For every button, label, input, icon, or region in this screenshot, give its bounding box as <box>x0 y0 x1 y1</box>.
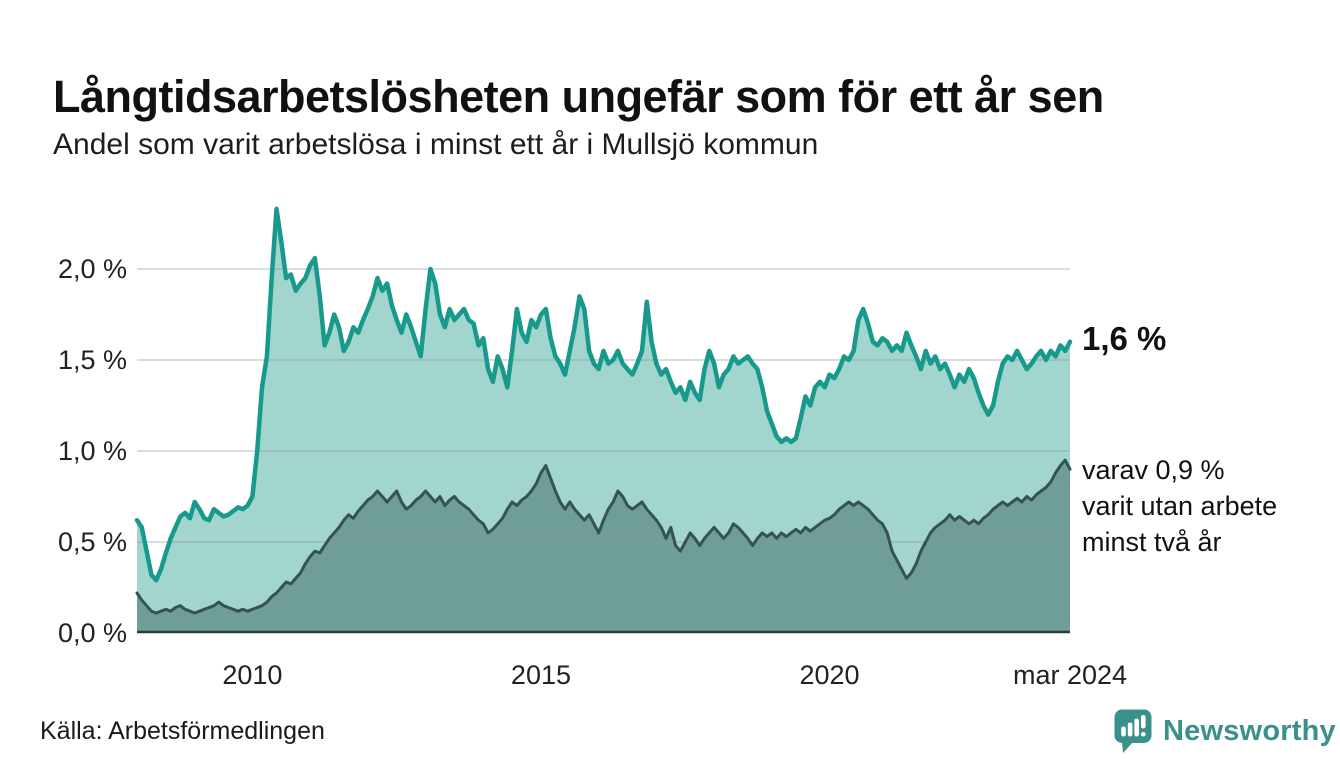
plot-area <box>134 206 1073 634</box>
x-tick-label: 2020 <box>799 660 860 690</box>
newsworthy-logo-icon <box>1114 709 1152 753</box>
y-tick-label: 0,0 % <box>57 618 127 648</box>
y-tick-label: 0,5 % <box>57 527 127 557</box>
newsworthy-logo[interactable]: Newsworthy <box>1113 708 1336 755</box>
two-year-line-3: minst två år <box>1082 527 1222 558</box>
newsworthy-wordmark: Newsworthy <box>1163 715 1336 747</box>
source-note: Källa: Arbetsförmedlingen <box>40 717 325 745</box>
latest-total-value: 1,6 % <box>1082 319 1167 357</box>
two-year-line-1: varav 0,9 % <box>1082 455 1225 486</box>
x-tick-label: 2010 <box>222 660 283 690</box>
y-tick-label: 2,0 % <box>57 254 127 284</box>
annotation-latest-total: 1,6 % <box>1082 320 1166 358</box>
chart-title: Långtidsarbetslösheten ungefär som för e… <box>53 71 1104 123</box>
chart-subtitle: Andel som varit arbetslösa i minst ett å… <box>53 128 819 161</box>
y-tick-label: 1,0 % <box>57 436 127 466</box>
y-tick-label: 1,5 % <box>57 345 127 375</box>
annotation-two-year: varav 0,9 % varit utan arbete minst två … <box>1082 452 1277 560</box>
x-tick-label: 2015 <box>510 660 571 690</box>
x-tick-label: mar 2024 <box>1012 660 1128 690</box>
two-year-line-2: varit utan arbete <box>1082 491 1278 522</box>
